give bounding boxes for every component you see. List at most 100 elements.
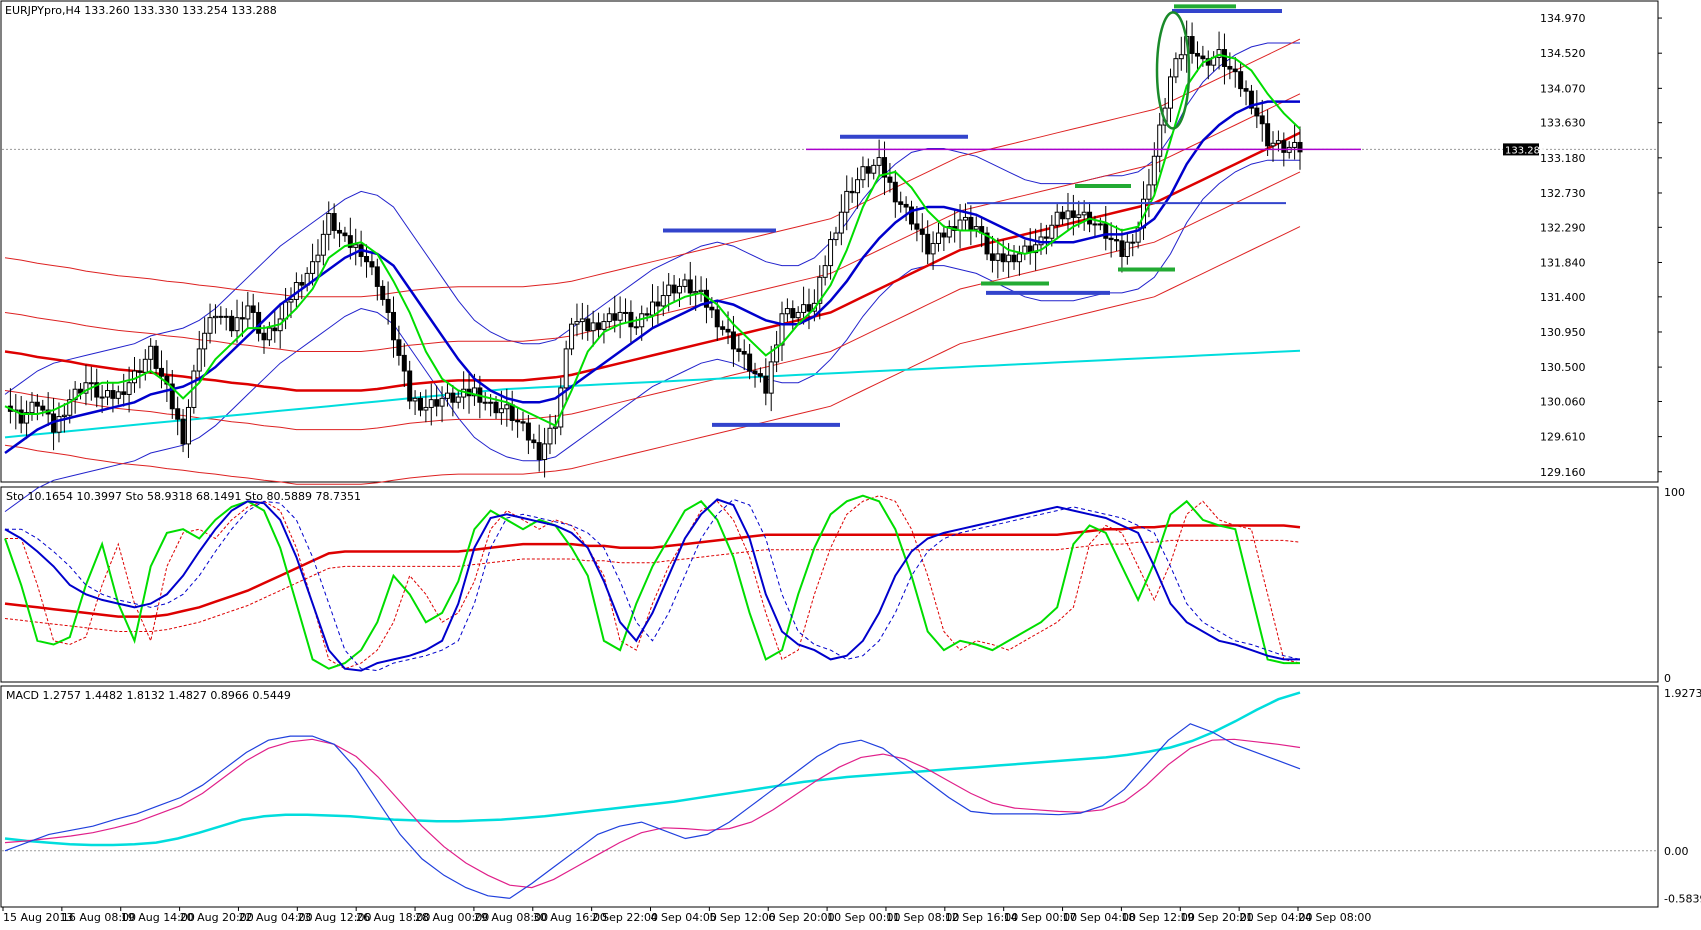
bear-candle [757,373,763,377]
bull-candle [1124,241,1130,257]
bull-candle [650,301,655,316]
bull-candle [962,216,968,221]
bull-candle [126,382,132,395]
bull-candle [774,344,780,363]
bear-candle [337,229,343,234]
bear-candle [725,328,731,333]
macd-cyan-line [4,691,1301,847]
bull-candle [88,382,94,385]
macd-y-tick-label: -0.5839 [1664,893,1701,906]
bear-candle [369,261,375,268]
bull-candle [1146,184,1152,200]
bear-candle [919,228,925,235]
bear-candle [671,284,677,294]
bear-candle [385,298,391,313]
macd-y-tick-label: 0.00 [1664,845,1689,858]
bear-candle [1227,65,1233,70]
x-tick-label: 26 Aug 18:00 [356,911,430,924]
stochastic-y-tick-label: 100 [1664,486,1685,499]
bear-candle [1011,254,1017,263]
bull-candle [547,427,553,445]
bull-candle [617,311,623,321]
stochastic-mid-signal [5,498,1301,672]
bull-candle [601,321,607,330]
bear-candle [239,317,245,320]
cyan-moving-average [4,349,1301,439]
bull-candle [498,408,504,414]
bear-candle [941,232,947,238]
bull-candle [315,254,321,263]
x-tick-label: 14 Sep 00:00 [1004,911,1077,924]
bear-candle [434,399,440,407]
price-y-tick-label: 130.950 [1540,326,1586,339]
bear-candle [401,354,407,372]
x-tick-label: 5 Sep 12:00 [709,911,775,924]
bull-candle [455,396,461,403]
bull-candle [838,211,844,234]
bull-candle [439,397,445,407]
bull-candle [569,323,575,350]
bull-candle [860,166,866,181]
x-tick-label: 28 Aug 00:00 [415,911,489,924]
macd-pane[interactable] [0,685,1659,908]
bull-candle [1049,224,1055,239]
bull-candle [828,239,834,267]
bear-candle [1297,141,1303,153]
bear-candle [78,388,84,394]
highlight-ellipse [1155,11,1191,130]
bear-candle [882,157,888,178]
bear-candle [984,232,990,255]
bull-candle [946,226,952,238]
bear-candle [515,419,521,423]
bull-candle [633,326,639,329]
bear-candle [121,391,127,395]
bear-candle [909,206,914,225]
bull-candle [930,242,936,255]
price-y-tick-label: 129.160 [1540,466,1586,479]
bull-candle [876,157,882,166]
bull-candle [223,315,229,318]
bull-candle [1151,155,1157,186]
x-tick-label: 19 Sep 20:00 [1180,911,1253,924]
x-tick-label: 6 Sep 20:00 [768,911,834,924]
x-tick-label: 15 Aug 2013 [3,911,73,924]
bear-candle [272,327,278,332]
bull-candle [623,311,629,314]
bull-candle [288,298,294,303]
bear-candle [747,353,753,372]
x-tick-label: 24 Sep 08:00 [1298,911,1371,924]
bear-candle [1248,90,1254,109]
bear-candle [261,332,267,341]
bull-candle [471,387,477,397]
bull-candle [353,244,359,248]
bear-candle [1097,223,1103,226]
bear-candle [752,370,758,375]
price-y-tick-label: 134.970 [1540,12,1586,25]
bear-candle [687,279,693,294]
bull-candle [795,311,801,319]
lower-red-envelope-2 [4,226,1301,485]
upper-red-envelope-2 [4,38,1301,298]
bull-candle [1033,244,1039,254]
bull-candle [1216,49,1222,58]
price-y-tick-label: 129.610 [1540,431,1586,444]
bear-candle [763,375,769,394]
price-y-tick-label: 130.500 [1540,361,1586,374]
bull-candle [1135,227,1141,243]
bear-candle [525,422,531,441]
bull-candle [676,285,682,294]
bear-candle [509,404,515,421]
bear-candle [34,401,40,407]
bear-candle [493,401,499,414]
bull-candle [660,295,666,307]
bear-candle [898,201,904,205]
bear-candle [153,345,159,369]
bull-candle [444,392,450,399]
bear-candle [374,266,380,287]
stochastic-pane[interactable] [0,486,1659,683]
bull-candle [1092,223,1098,226]
price-y-tick-label: 133.630 [1540,117,1586,130]
bull-candle [973,226,979,230]
bear-candle [1060,211,1066,220]
